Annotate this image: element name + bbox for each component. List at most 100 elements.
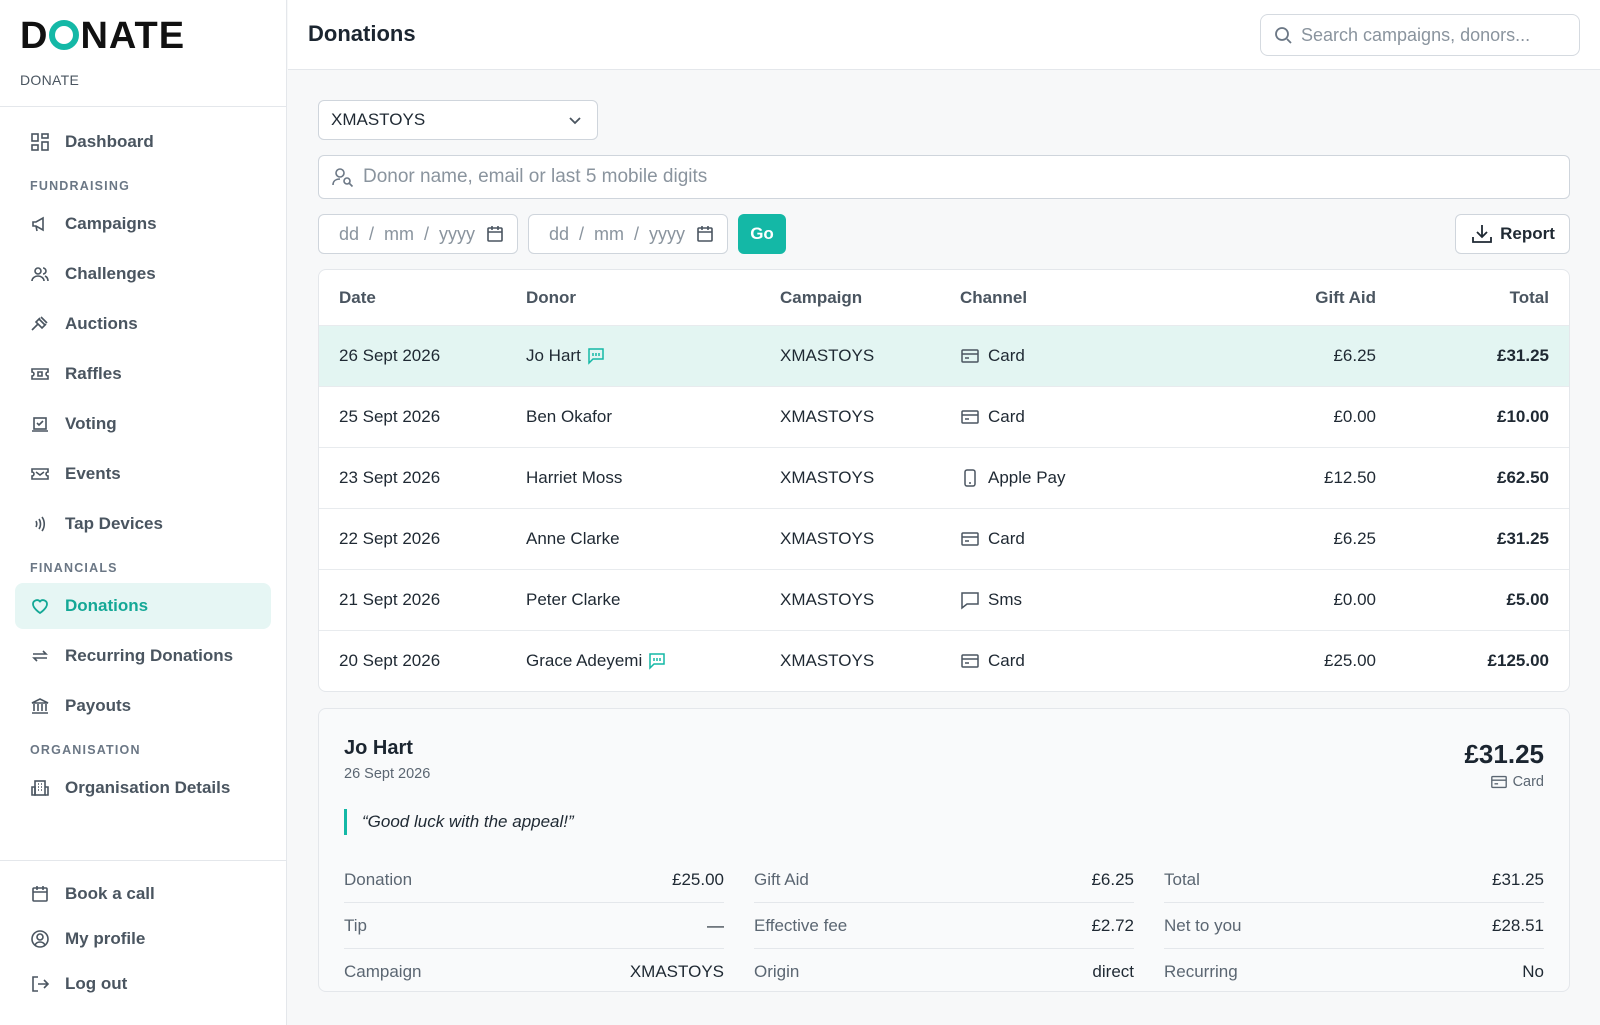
column-header-channel[interactable]: Channel bbox=[960, 287, 1028, 307]
field-value: No bbox=[1522, 962, 1544, 981]
table-row[interactable]: 23 Sept 2026 Harriet Moss XMASTOYS Apple… bbox=[319, 447, 1569, 508]
card-icon bbox=[1490, 773, 1508, 791]
user-circle-icon bbox=[30, 929, 50, 949]
sms-icon bbox=[960, 590, 980, 610]
sidebar-item-label: Events bbox=[65, 464, 121, 483]
column-header-gift-aid[interactable]: Gift Aid bbox=[1315, 287, 1376, 307]
cell-total: £31.25 bbox=[1497, 346, 1549, 365]
table-row[interactable]: 25 Sept 2026 Ben Okafor XMASTOYS Card £0… bbox=[319, 386, 1569, 447]
cell-donor: Ben Okafor bbox=[526, 407, 780, 427]
card-icon bbox=[960, 346, 980, 366]
brand-logo[interactable]: D NATE bbox=[20, 15, 186, 57]
search-input[interactable] bbox=[1301, 24, 1567, 46]
donor-search-input[interactable] bbox=[363, 166, 1557, 188]
detail-column: Gift Aid £6.25 Effective fee £2.72 Origin d… bbox=[754, 857, 1134, 995]
sidebar-item-tap-devices[interactable]: Tap Devices bbox=[15, 501, 271, 547]
sidebar-item-book-a-call[interactable]: Book a call bbox=[15, 873, 271, 914]
sidebar: D NATE DONATE Dashboard FUNDRAISING Campa… bbox=[0, 0, 287, 1025]
sidebar-item-challenges[interactable]: Challenges bbox=[15, 251, 271, 297]
detail-field-donation: Donation £25.00 bbox=[344, 857, 724, 903]
sidebar-item-campaigns[interactable]: Campaigns bbox=[15, 201, 271, 247]
donor-name: Grace Adeyemi bbox=[526, 651, 643, 670]
detail-field-recurring: Recurring No bbox=[1164, 949, 1544, 995]
column-header-date[interactable]: Date bbox=[339, 287, 376, 307]
brand: D NATE DONATE bbox=[0, 0, 286, 107]
sidebar-item-label: Campaigns bbox=[65, 214, 157, 233]
detail-field-tip: Tip — bbox=[344, 903, 724, 949]
table-row[interactable]: 22 Sept 2026 Anne Clarke XMASTOYS Card £… bbox=[319, 508, 1569, 569]
top-header: Donations bbox=[288, 0, 1600, 70]
ticket-icon bbox=[30, 364, 50, 384]
field-label: Net to you bbox=[1164, 915, 1242, 935]
date-from-placeholder: dd / mm / yyyy bbox=[339, 223, 476, 244]
sidebar-nav: Dashboard FUNDRAISING Campaigns Challeng… bbox=[0, 107, 286, 811]
sidebar-item-payouts[interactable]: Payouts bbox=[15, 683, 271, 729]
sidebar-item-label: Donations bbox=[65, 596, 149, 615]
ballot-icon bbox=[30, 414, 50, 434]
sidebar-item-auctions[interactable]: Auctions bbox=[15, 301, 271, 347]
field-value: XMASTOYS bbox=[629, 962, 724, 981]
channel-label: Sms bbox=[988, 590, 1022, 609]
detail-amount: £31.25 bbox=[1464, 739, 1544, 769]
cell-channel: Card bbox=[960, 651, 1160, 671]
report-button[interactable]: Report bbox=[1455, 214, 1570, 254]
detail-column: Total £31.25 Net to you £28.51 Recurring No bbox=[1164, 857, 1544, 995]
cell-date: 23 Sept 2026 bbox=[339, 468, 441, 487]
sidebar-item-my-profile[interactable]: My profile bbox=[15, 918, 271, 959]
detail-donor-name: Jo Hart bbox=[344, 737, 413, 759]
cell-channel: Apple Pay bbox=[960, 468, 1160, 488]
field-value: — bbox=[707, 915, 724, 935]
cell-donor: Jo Hart bbox=[526, 346, 780, 366]
detail-field-origin: Origin direct bbox=[754, 949, 1134, 995]
column-header-total[interactable]: Total bbox=[1509, 287, 1549, 307]
table-row[interactable]: 21 Sept 2026 Peter Clarke XMASTOYS Sms £… bbox=[319, 569, 1569, 630]
detail-field-effective-fee: Effective fee £2.72 bbox=[754, 903, 1134, 949]
sidebar-item-label: Organisation Details bbox=[65, 778, 231, 797]
calendar-icon[interactable] bbox=[485, 224, 505, 244]
sidebar-item-label: Book a call bbox=[65, 883, 155, 903]
table-row[interactable]: 20 Sept 2026 Grace Adeyemi XMASTOYS Card… bbox=[319, 630, 1569, 691]
calendar-icon bbox=[30, 884, 50, 904]
field-label: Total bbox=[1164, 869, 1200, 889]
cell-donor: Anne Clarke bbox=[526, 529, 780, 549]
field-value: £2.72 bbox=[1091, 915, 1134, 935]
cell-campaign: XMASTOYS bbox=[780, 651, 875, 670]
sidebar-item-raffles[interactable]: Raffles bbox=[15, 351, 271, 397]
field-value: £25.00 bbox=[672, 869, 724, 889]
sidebar-item-log-out[interactable]: Log out bbox=[15, 963, 271, 1004]
date-to-field[interactable]: dd / mm / yyyy bbox=[528, 214, 728, 254]
detail-field-gift-aid: Gift Aid £6.25 bbox=[754, 857, 1134, 903]
detail-channel-label: Card bbox=[1512, 774, 1544, 790]
sidebar-item-donations[interactable]: Donations bbox=[15, 583, 271, 629]
detail-channel: Card bbox=[1490, 773, 1544, 791]
sidebar-item-dashboard[interactable]: Dashboard bbox=[15, 119, 271, 165]
building-icon bbox=[30, 778, 50, 798]
channel-label: Card bbox=[988, 651, 1025, 670]
sidebar-item-label: Payouts bbox=[65, 696, 132, 715]
calendar-icon[interactable] bbox=[695, 224, 715, 244]
field-value: £6.25 bbox=[1091, 869, 1134, 889]
campaign-select[interactable]: XMASTOYS bbox=[318, 100, 598, 140]
sidebar-item-label: Challenges bbox=[65, 264, 156, 283]
global-search[interactable] bbox=[1260, 14, 1580, 56]
go-button[interactable]: Go bbox=[738, 214, 786, 254]
sidebar-item-events[interactable]: Events bbox=[15, 451, 271, 497]
column-header-campaign[interactable]: Campaign bbox=[780, 287, 863, 307]
date-filter-row: dd / mm / yyyy dd / mm / yyyy Go Report bbox=[318, 214, 1570, 254]
sidebar-item-label: My profile bbox=[65, 928, 146, 948]
cell-gift-aid: £0.00 bbox=[1333, 590, 1376, 609]
table-row[interactable]: 26 Sept 2026 Jo Hart XMASTOYS Card £6.25… bbox=[319, 325, 1569, 386]
message-icon bbox=[587, 347, 605, 365]
gavel-icon bbox=[30, 314, 50, 334]
donor-search-field[interactable] bbox=[318, 155, 1570, 199]
cell-date: 25 Sept 2026 bbox=[339, 407, 441, 426]
sidebar-item-voting[interactable]: Voting bbox=[15, 401, 271, 447]
date-from-field[interactable]: dd / mm / yyyy bbox=[318, 214, 518, 254]
donor-message: “Good luck with the appeal!” bbox=[344, 809, 1544, 835]
cell-total: £125.00 bbox=[1487, 651, 1549, 670]
sidebar-item-organisation-details[interactable]: Organisation Details bbox=[15, 765, 271, 811]
sidebar-item-recurring-donations[interactable]: Recurring Donations bbox=[15, 633, 271, 679]
cell-date: 20 Sept 2026 bbox=[339, 651, 441, 670]
nav-section-fundraising: FUNDRAISING bbox=[30, 179, 131, 193]
column-header-donor[interactable]: Donor bbox=[526, 287, 577, 307]
